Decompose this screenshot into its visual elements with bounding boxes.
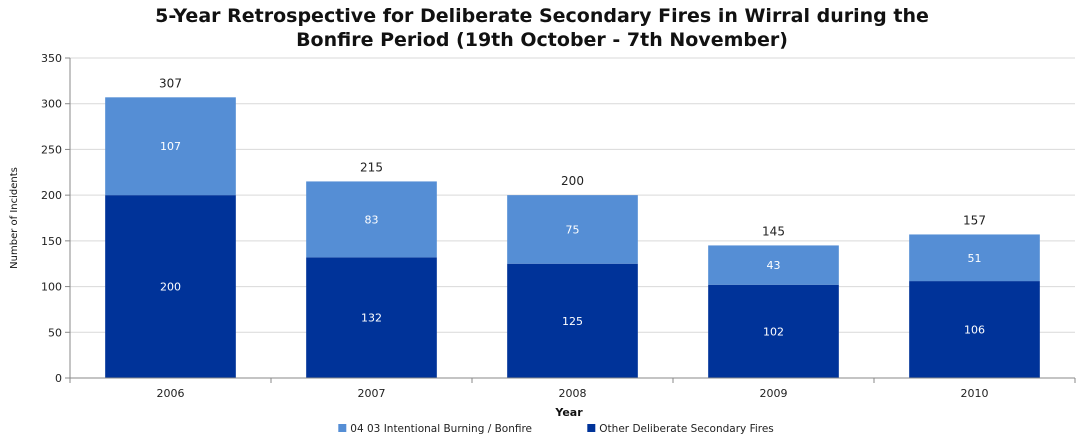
x-tick-label: 2008 [559, 387, 587, 400]
bar-total-label: 307 [159, 76, 182, 90]
segment-value-label: 102 [763, 325, 784, 338]
y-tick-label: 300 [41, 98, 62, 111]
y-tick-label: 100 [41, 281, 62, 294]
segment-value-label: 200 [160, 281, 181, 294]
legend-swatch [587, 424, 596, 432]
chart-title-line-2: Bonfire Period (19th October - 7th Novem… [296, 29, 788, 51]
x-tick-label: 2007 [358, 387, 386, 400]
y-tick-label: 150 [41, 235, 62, 248]
y-tick-label: 200 [41, 189, 62, 202]
y-axis-title: Number of Incidents [9, 167, 20, 269]
x-tick-label: 2009 [760, 387, 788, 400]
bar-total-label: 200 [561, 174, 584, 188]
segment-value-label: 43 [767, 259, 781, 272]
bar-total-label: 145 [762, 224, 785, 238]
legend-swatch [338, 424, 347, 432]
bar-total-label: 157 [963, 213, 986, 227]
bar-segment-other-deliberate [105, 195, 236, 378]
legend: 04 03 Intentional Burning / Bonfire Other… [338, 423, 774, 435]
y-axis-ticks: 0 50 100 150 200 250 300 350 [41, 52, 70, 385]
segment-value-label: 51 [968, 252, 982, 265]
y-tick-label: 0 [55, 372, 62, 385]
y-tick-label: 250 [41, 143, 62, 156]
bars: 200 107 307 132 83 215 125 75 200 102 43 145 106 51 15… [105, 76, 1040, 378]
chart-title-line-1: 5-Year Retrospective for Deliberate Seco… [155, 5, 929, 27]
bar-segment-intentional-burning [507, 195, 638, 264]
segment-value-label: 75 [566, 223, 580, 236]
y-tick-label: 350 [41, 52, 62, 65]
legend-entry: Other Deliberate Secondary Fires [599, 423, 773, 435]
segment-value-label: 106 [964, 324, 985, 337]
bar-total-label: 215 [360, 160, 383, 174]
segment-value-label: 107 [160, 140, 181, 153]
bar-segment-intentional-burning [708, 245, 839, 285]
x-axis-ticks: 2006 2007 2008 2009 2010 [69, 378, 1076, 400]
x-axis-title: Year [554, 406, 583, 419]
bar-segment-intentional-burning [105, 97, 236, 196]
bar-segment-other-deliberate [708, 284, 839, 378]
bar-segment-other-deliberate [909, 281, 1040, 378]
segment-value-label: 83 [365, 213, 379, 226]
segment-value-label: 125 [562, 315, 583, 328]
segment-value-label: 132 [361, 312, 382, 325]
bar-segment-other-deliberate [507, 263, 638, 378]
x-tick-label: 2010 [961, 387, 989, 400]
y-tick-label: 50 [48, 326, 62, 339]
legend-entry: 04 03 Intentional Burning / Bonfire [350, 423, 532, 435]
bar-segment-intentional-burning [909, 234, 1040, 282]
bar-segment-other-deliberate [306, 257, 437, 378]
bar-segment-intentional-burning [306, 181, 437, 258]
x-tick-label: 2006 [157, 387, 185, 400]
